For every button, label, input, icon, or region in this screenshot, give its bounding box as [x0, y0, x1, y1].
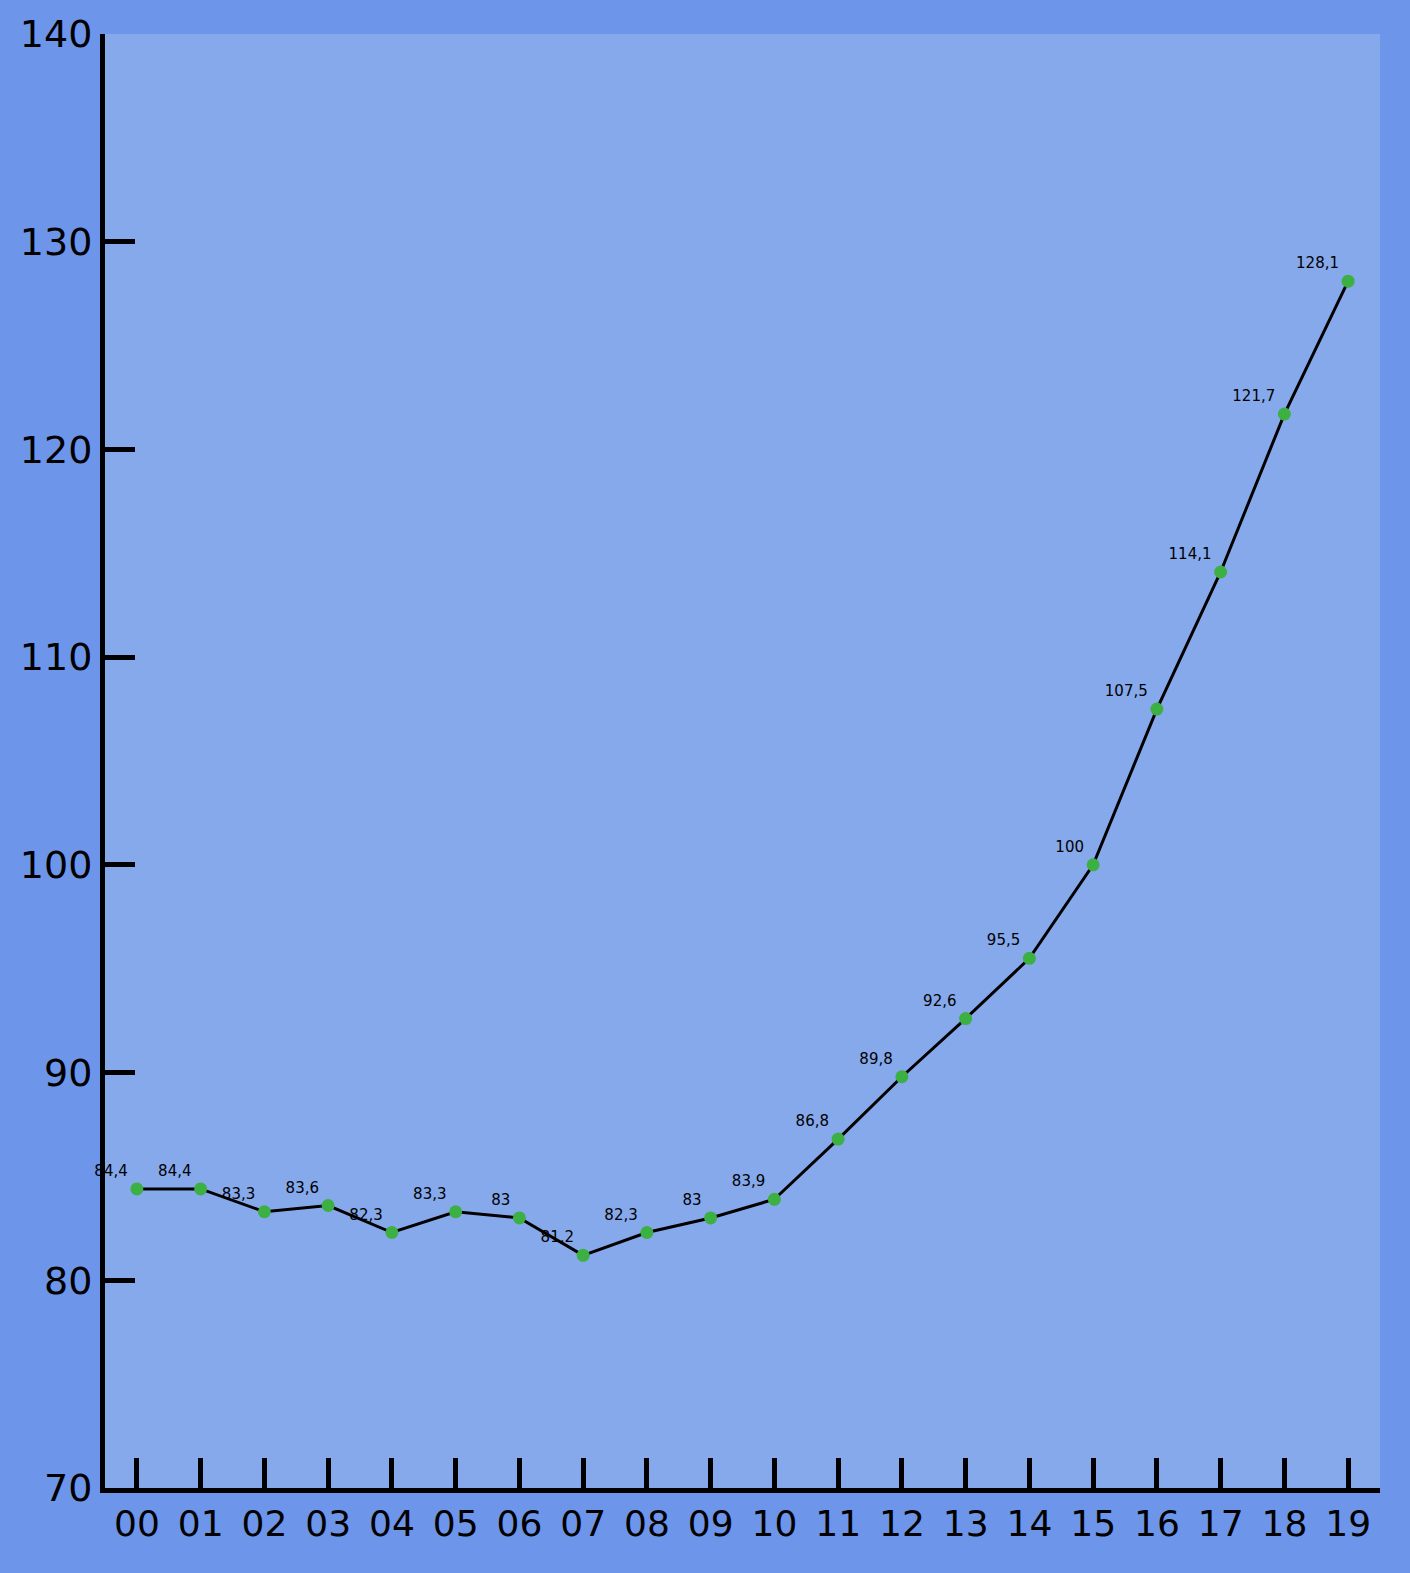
svg-text:89,8: 89,8 — [859, 1050, 892, 1068]
svg-text:15: 15 — [1070, 1503, 1116, 1544]
svg-text:83,9: 83,9 — [732, 1172, 765, 1190]
svg-text:05: 05 — [433, 1503, 479, 1544]
svg-text:100: 100 — [20, 843, 93, 887]
svg-text:19: 19 — [1325, 1503, 1371, 1544]
svg-text:114,1: 114,1 — [1169, 545, 1212, 563]
svg-text:02: 02 — [241, 1503, 287, 1544]
svg-text:01: 01 — [178, 1503, 224, 1544]
svg-text:83: 83 — [491, 1191, 510, 1209]
svg-text:18: 18 — [1261, 1503, 1307, 1544]
svg-text:107,5: 107,5 — [1105, 682, 1148, 700]
svg-text:12: 12 — [879, 1503, 925, 1544]
svg-text:83,6: 83,6 — [286, 1179, 319, 1197]
svg-text:16: 16 — [1134, 1503, 1180, 1544]
svg-text:10: 10 — [751, 1503, 797, 1544]
svg-text:00: 00 — [114, 1503, 160, 1544]
svg-text:03: 03 — [305, 1503, 351, 1544]
svg-text:84,4: 84,4 — [94, 1162, 127, 1180]
svg-text:92,6: 92,6 — [923, 992, 956, 1010]
svg-text:128,1: 128,1 — [1296, 254, 1339, 272]
svg-text:17: 17 — [1198, 1503, 1244, 1544]
svg-text:83,3: 83,3 — [413, 1185, 446, 1203]
svg-text:13: 13 — [943, 1503, 989, 1544]
svg-text:07: 07 — [560, 1503, 606, 1544]
svg-text:100: 100 — [1055, 838, 1084, 856]
svg-text:11: 11 — [815, 1503, 861, 1544]
svg-text:09: 09 — [688, 1503, 734, 1544]
svg-text:83: 83 — [682, 1191, 701, 1209]
svg-text:95,5: 95,5 — [987, 931, 1020, 949]
svg-text:84,4: 84,4 — [158, 1162, 191, 1180]
svg-text:140: 140 — [20, 12, 93, 56]
svg-text:90: 90 — [44, 1051, 92, 1095]
svg-text:82,3: 82,3 — [604, 1206, 637, 1224]
svg-text:70: 70 — [44, 1466, 92, 1510]
svg-text:04: 04 — [369, 1503, 415, 1544]
svg-text:80: 80 — [44, 1259, 92, 1303]
svg-text:81,2: 81,2 — [541, 1228, 574, 1246]
svg-text:110: 110 — [20, 635, 93, 679]
svg-text:121,7: 121,7 — [1232, 387, 1275, 405]
svg-text:82,3: 82,3 — [349, 1206, 382, 1224]
svg-text:83,3: 83,3 — [222, 1185, 255, 1203]
svg-text:08: 08 — [624, 1503, 670, 1544]
svg-text:14: 14 — [1006, 1503, 1052, 1544]
svg-text:130: 130 — [20, 220, 93, 264]
svg-text:120: 120 — [20, 428, 93, 472]
svg-text:06: 06 — [496, 1503, 542, 1544]
svg-text:86,8: 86,8 — [796, 1112, 829, 1130]
